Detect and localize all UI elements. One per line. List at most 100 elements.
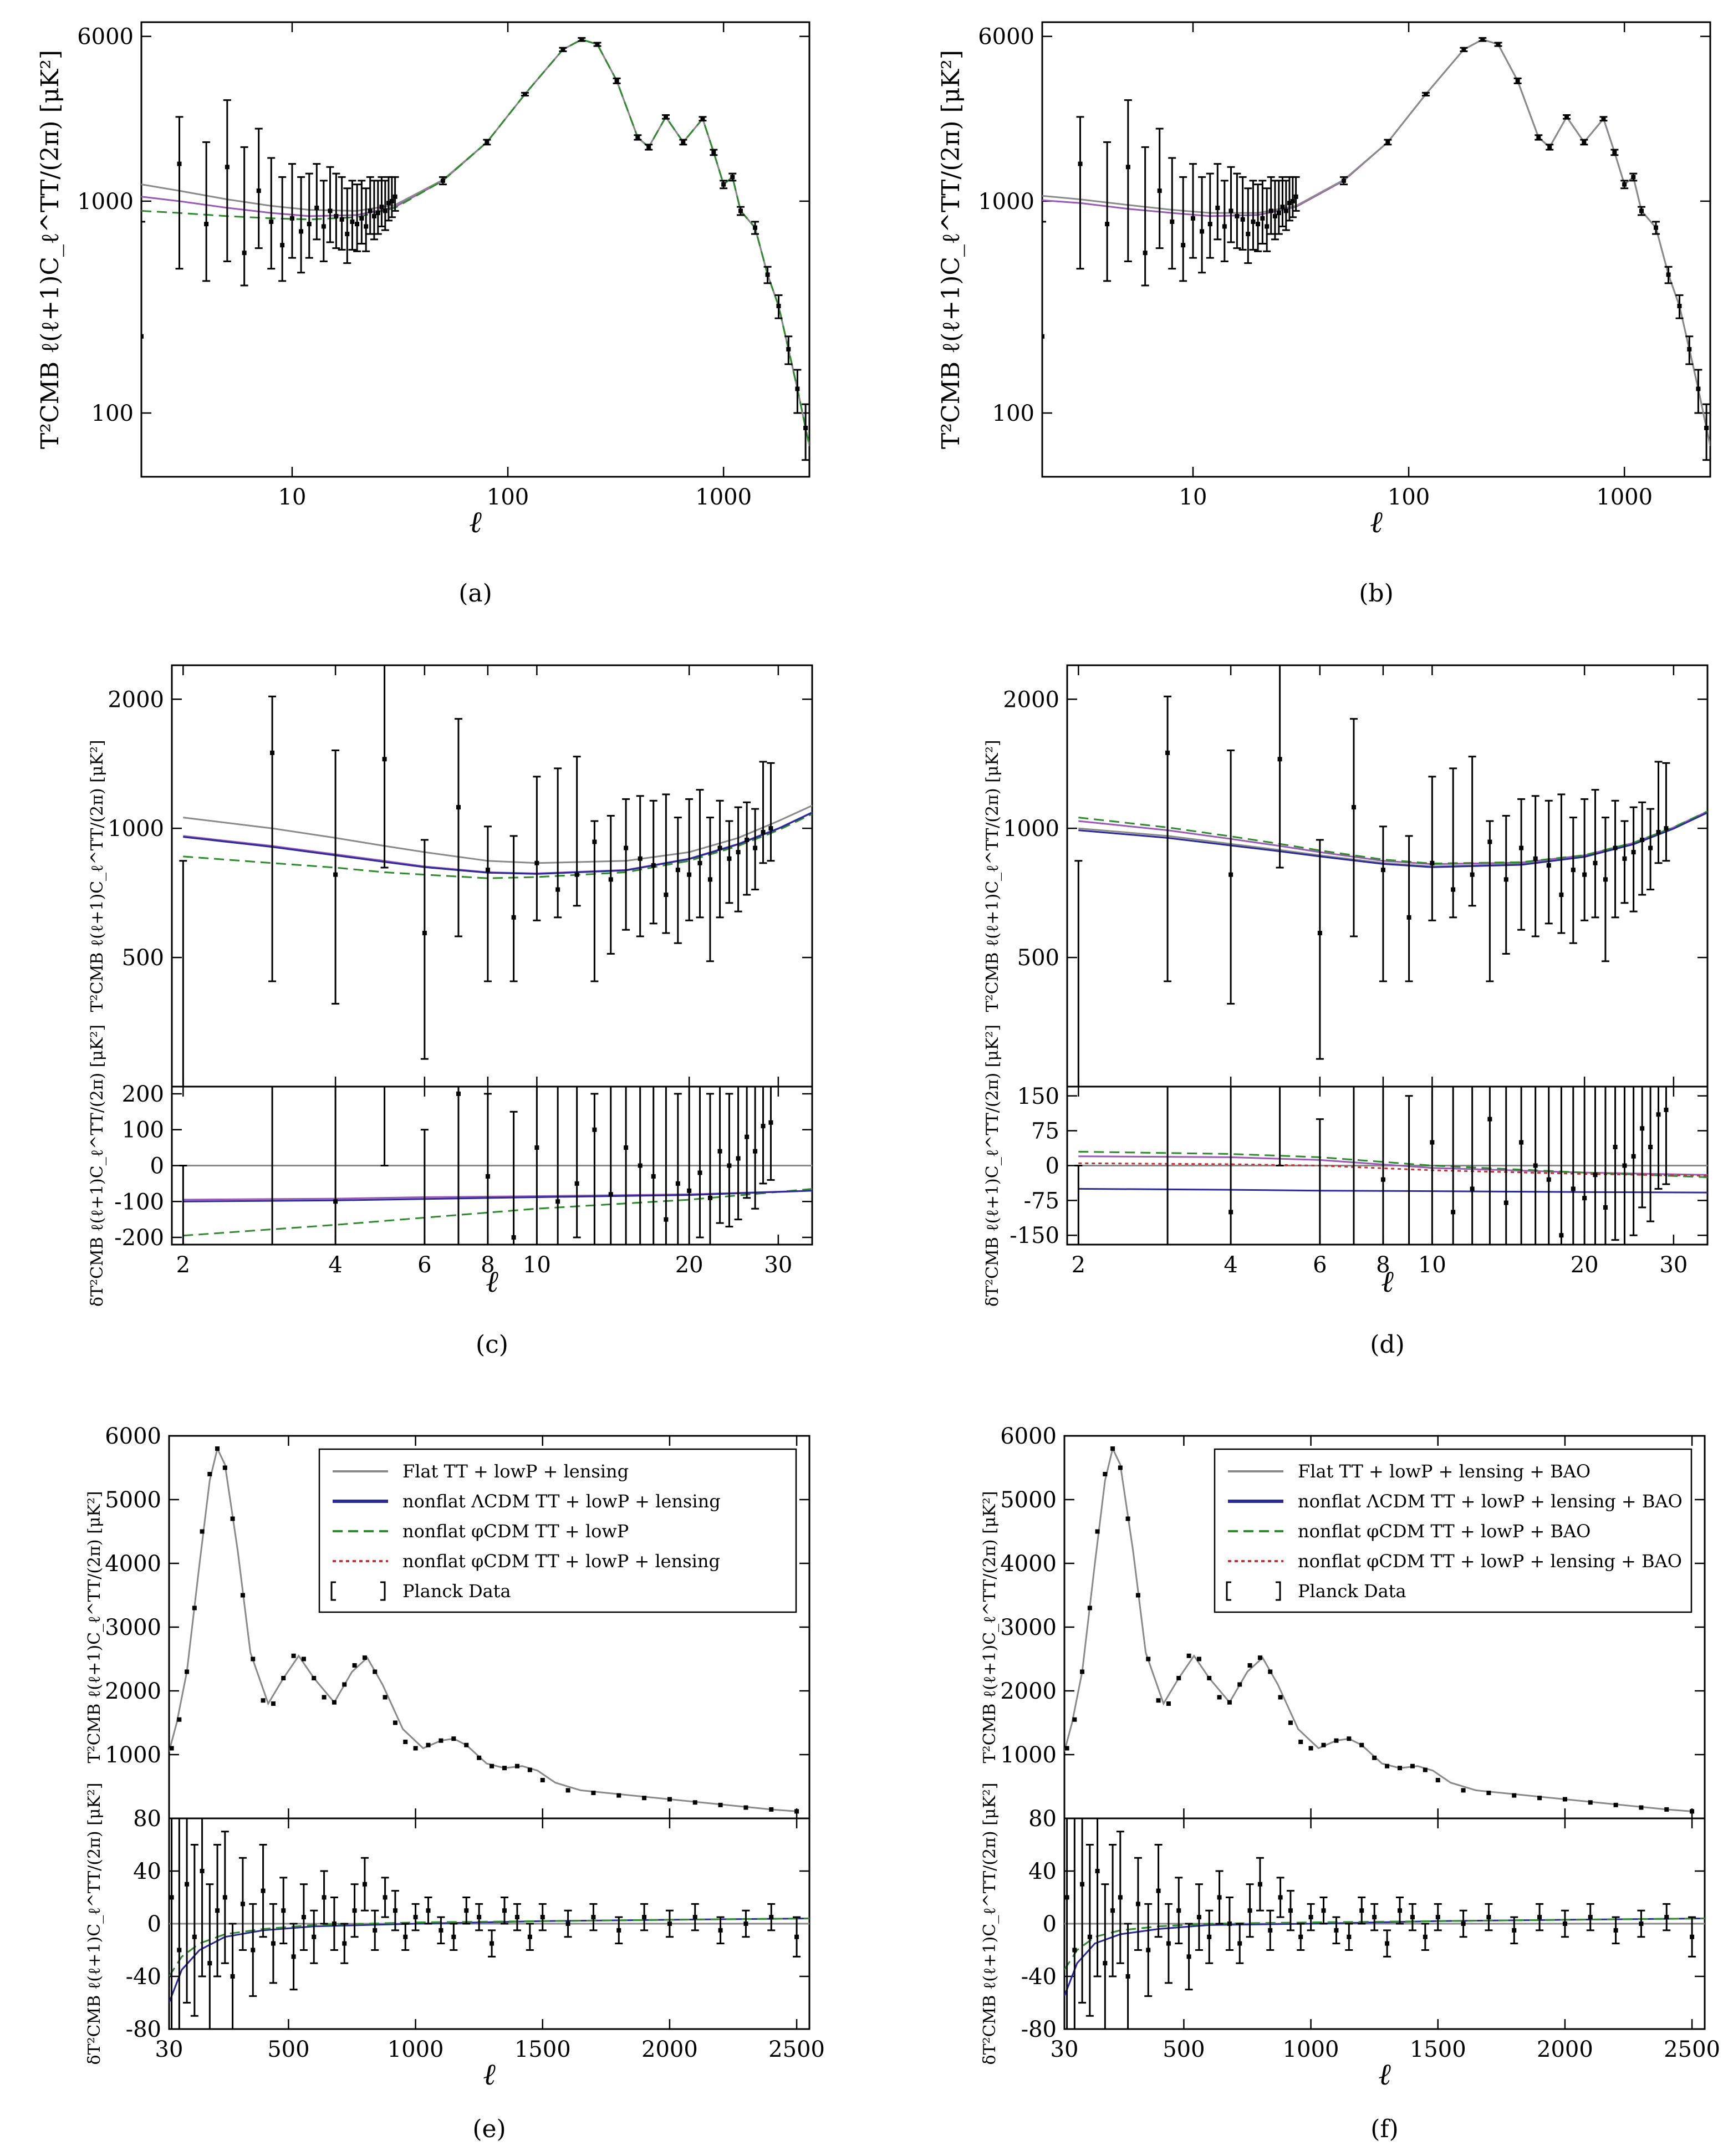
chart-f-residual-data-point <box>1125 1974 1130 1979</box>
chart-d-top-data-point <box>1503 877 1508 882</box>
chart-e-residual-data-point <box>301 1915 306 1920</box>
chart-f-top-data-point <box>1268 1669 1273 1674</box>
chart-f-residual-data-point <box>1064 1895 1069 1900</box>
chart-b-main-data-point <box>1222 224 1227 229</box>
chart-b-main-data-point <box>1536 135 1541 140</box>
chart-c-top-ytick-label: 1000 <box>108 816 164 842</box>
chart-e-top-data-point <box>207 1472 212 1476</box>
chart-b-main-data-point <box>1654 225 1659 230</box>
chart-c-residual-xtick-label: 30 <box>764 1252 792 1278</box>
chart-e-residual-data-point <box>769 1915 774 1920</box>
chart-a-main-data-point <box>776 303 781 308</box>
chart-a-main-data-point <box>392 194 397 199</box>
chart-d-residual-data-point <box>1487 1117 1492 1122</box>
chart-d-top-data-point <box>1533 856 1538 861</box>
chart-d-top-plot-area <box>1074 665 1707 1087</box>
chart-a-main-data-point <box>738 208 743 213</box>
chart-c-top-data-point <box>422 931 427 936</box>
chart-d-residual-data-point <box>1648 1144 1653 1149</box>
chart-d-top-data-point <box>1451 887 1456 892</box>
chart-f-residual-data-point <box>1385 1941 1390 1946</box>
chart-f-residual-data-point <box>1217 1895 1222 1900</box>
chart-f-top-data-point <box>1217 1695 1222 1700</box>
chart-f-residual-data-point <box>1435 1915 1440 1920</box>
chart-d-residual-data-point <box>1593 1173 1598 1178</box>
chart-e-residual-data-point <box>616 1928 621 1933</box>
chart-f-residual-data-point <box>1359 1908 1364 1913</box>
chart-b-main-data-point <box>1260 216 1265 221</box>
chart-f-xlabel: ℓ <box>1378 2057 1391 2092</box>
caption-b: (b) <box>1359 579 1394 608</box>
chart-d-residual-data-point <box>1519 1140 1524 1145</box>
chart-a-main-data-point <box>711 150 716 155</box>
chart-e-residual-xtick-label: 2000 <box>641 2037 698 2062</box>
chart-f-top-data-point <box>1080 1669 1085 1674</box>
chart-a-main-data-point <box>721 182 726 187</box>
chart-c-residual-data-point <box>687 1188 692 1193</box>
chart-f-top-data-point <box>1278 1695 1283 1700</box>
chart-e-top-data-point <box>291 1653 296 1658</box>
chart-b-main-ylabel: T²CMB ℓ(ℓ+1)C_ℓ^TT/(2π) [μK²] <box>937 50 965 449</box>
chart-b-main-data-point <box>1461 47 1466 52</box>
chart-c-residual-data-point <box>485 1174 490 1179</box>
chart-b-main-data-point <box>1622 182 1627 187</box>
chart-a-main-data-point <box>485 140 490 145</box>
chart-a-main-data-point <box>700 116 705 121</box>
chart-e-top-data-point <box>185 1669 190 1674</box>
chart-e-residual-xtick-label: 30 <box>155 2037 183 2062</box>
chart-f-top-data-point <box>1166 1701 1171 1706</box>
chart-c-residual-ytick-label: 0 <box>150 1154 164 1179</box>
chart-e-top-data-point <box>692 1800 697 1805</box>
chart-c-top-data-point <box>697 860 702 865</box>
chart-d-residual-xtick-label: 10 <box>1418 1252 1446 1278</box>
chart-e-top-data-point <box>477 1755 482 1760</box>
chart-f-top-ytick-label: 5000 <box>1000 1487 1057 1513</box>
chart-b-main-data-point <box>1256 222 1261 227</box>
chart-e-top-data-point <box>322 1695 327 1700</box>
chart-e-residual-data-point <box>352 1908 357 1913</box>
chart-e-legend-label: nonflat φCDM TT + lowP <box>402 1521 629 1542</box>
chart-d-top-ytick-label: 500 <box>1017 945 1059 971</box>
chart-f-top-ylabel: T²CMB ℓ(ℓ+1)C_ℓ^TT/(2π) [μK²] <box>980 1491 1000 1763</box>
chart-b-main-data-point <box>1423 91 1428 96</box>
chart-f-top-ytick-label: 1000 <box>1000 1742 1057 1768</box>
chart-f-legend-box <box>1214 1448 1693 1613</box>
chart-f-top-data-point <box>1639 1805 1644 1810</box>
chart-c-top-data-point <box>624 845 629 850</box>
chart-f-residual-data-point <box>1156 1888 1161 1893</box>
chart-c-residual-data-point <box>624 1145 629 1150</box>
chart-f-residual-data-point <box>1176 1908 1181 1913</box>
chart-d-top-data-point <box>1380 868 1385 873</box>
chart-e-residual-series-model-green <box>169 1918 809 1977</box>
chart-e-top-data-point <box>281 1676 286 1680</box>
chart-a-main-plot-area <box>141 37 809 477</box>
chart-a-main-data-point <box>730 175 735 180</box>
chart-a-main-series-model-gray <box>141 38 809 446</box>
chart-e-residual-data-point <box>464 1908 469 1913</box>
chart-e-top-data-point <box>413 1746 418 1751</box>
chart-e-top-data-point <box>383 1695 388 1700</box>
chart-a-main-data-point <box>141 334 144 339</box>
chart-a-main-data-point <box>242 251 247 256</box>
chart-f-residual-xtick-label: 1000 <box>1283 2037 1339 2062</box>
chart-a-main-data-point <box>321 224 326 229</box>
chart-d-residual-ytick-label: 75 <box>1031 1119 1059 1144</box>
chart-c-top-data-point <box>707 877 712 882</box>
chart-f-residual-data-point <box>1321 1908 1326 1913</box>
chart-f-residual-data-point <box>1227 1921 1232 1926</box>
chart-b-main-data-point <box>1105 222 1110 227</box>
chart-a-main-data-point <box>345 232 350 237</box>
chart-f-top-ytick-label: 3000 <box>1000 1615 1057 1640</box>
chart-c-residual-xtick-label: 2 <box>176 1252 190 1278</box>
chart-f-top-data-point <box>1156 1698 1161 1703</box>
chart-c-residual-data-point <box>761 1124 766 1129</box>
chart-f-residual-data-point <box>1512 1928 1517 1933</box>
chart-c-top-data-point <box>761 829 766 834</box>
chart-c-top-data-point <box>511 915 516 920</box>
chart-a-main-data-point <box>440 178 445 183</box>
chart-d-residual-data-point <box>1533 1163 1538 1168</box>
